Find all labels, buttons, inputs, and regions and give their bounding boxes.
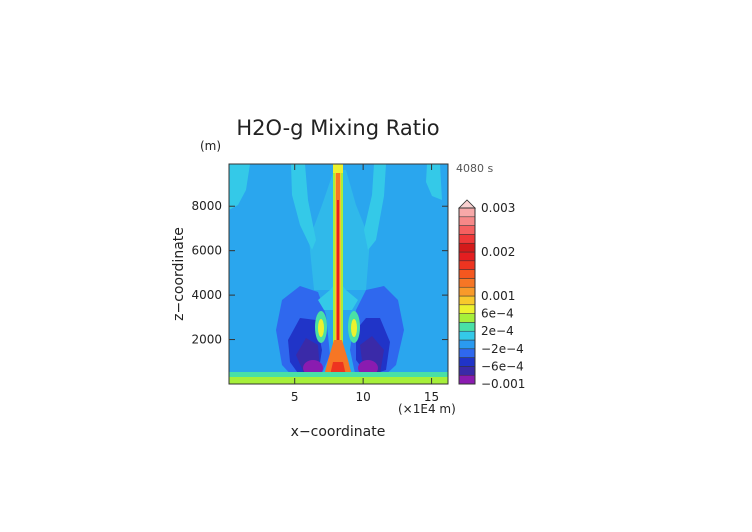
colorbar-segment (458, 330, 476, 341)
colorbar-segment (458, 339, 476, 350)
colorbar: −0.001 −6e−4 −2e−4 2e−4 6e−4 0.001 0.002 0.003 (458, 199, 525, 391)
colorbar-segment (458, 295, 476, 306)
chart-title: H2O-g Mixing Ratio (236, 116, 439, 140)
colorbar-segment (458, 225, 476, 235)
y-tick-label: 8000 (191, 199, 222, 213)
colorbar-segment (458, 374, 476, 385)
y-tick-label: 2000 (191, 333, 222, 347)
colorbar-segment (458, 242, 476, 253)
colorbar-tick-label: 0.003 (481, 201, 515, 215)
colorbar-tick-label: −0.001 (481, 377, 525, 391)
plot-axes: 5 10 15 2000 4000 6000 8000 (191, 163, 449, 404)
colorbar-segment (458, 322, 476, 332)
colorbar-segment (458, 357, 476, 367)
colorbar-frame (458, 207, 476, 385)
colorbar-tick-label: 2e−4 (481, 324, 514, 338)
plot-frame (228, 163, 449, 385)
colorbar-segment (458, 278, 476, 288)
colorbar-segment (458, 251, 476, 262)
time-label: 4080 s (456, 162, 493, 175)
y-axis-label: z−coordinate (171, 227, 187, 321)
x-tick-label: 5 (291, 390, 299, 404)
colorbar-tick-label: −6e−4 (481, 359, 524, 373)
x-axis-label: x−coordinate (291, 424, 386, 440)
colorbar-segment (458, 366, 476, 376)
colorbar-segment (458, 286, 476, 297)
colorbar-segment (458, 313, 476, 323)
colorbar-segment (458, 207, 476, 218)
colorbar-tick-label: −2e−4 (481, 342, 524, 356)
x-tick-label: 15 (424, 390, 439, 404)
colorbar-segment (458, 269, 476, 279)
colorbar-extend-arrow (458, 199, 476, 209)
colorbar-tick-label: 0.001 (481, 289, 515, 303)
colorbar-segment (458, 348, 476, 358)
colorbar-tick-label: 6e−4 (481, 307, 514, 321)
x-tick-label: 10 (355, 390, 370, 404)
colorbar-segment (458, 216, 476, 226)
colorbar-tick-label: 0.002 (481, 245, 515, 259)
colorbar-segment (458, 234, 476, 244)
y-tick-label: 6000 (191, 244, 222, 258)
contour-field (229, 164, 448, 384)
y-unit-label: (m) (200, 139, 221, 153)
x-unit-label: (×1E4 m) (398, 402, 456, 416)
y-tick-label: 4000 (191, 288, 222, 302)
colorbar-segment (458, 304, 476, 314)
colorbar-segment (458, 260, 476, 270)
